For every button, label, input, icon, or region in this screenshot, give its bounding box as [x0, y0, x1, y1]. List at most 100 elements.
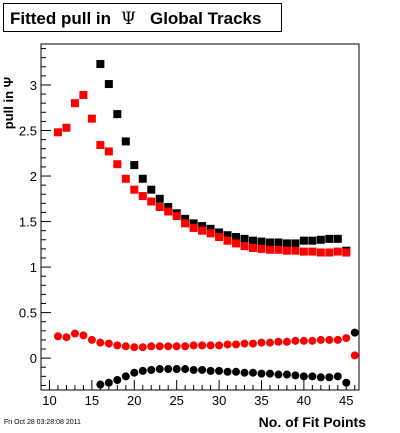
data-point	[282, 337, 291, 346]
data-point	[206, 229, 215, 238]
data-point	[299, 247, 308, 256]
data-point	[223, 367, 232, 376]
y-tick-label: 0	[30, 351, 37, 366]
data-point	[316, 373, 325, 382]
data-point	[79, 331, 88, 340]
chart-title-box: Fitted pull in Ψ Global Tracks	[3, 3, 282, 32]
data-point	[223, 340, 232, 349]
data-point	[164, 365, 173, 374]
data-point	[198, 341, 207, 350]
data-point	[316, 235, 325, 244]
data-point	[138, 192, 147, 201]
chart-title-prefix: Fitted pull in	[10, 9, 112, 28]
data-point	[147, 197, 156, 206]
data-point	[172, 342, 181, 351]
data-point	[138, 174, 147, 183]
data-point	[274, 370, 283, 379]
data-point	[274, 238, 283, 247]
data-point	[232, 340, 241, 349]
data-point	[87, 114, 96, 123]
data-point	[189, 223, 198, 232]
data-point	[206, 224, 215, 233]
data-point	[325, 234, 334, 243]
data-point	[198, 365, 207, 374]
data-point	[147, 365, 156, 374]
data-point	[265, 338, 274, 347]
data-point	[249, 236, 257, 245]
data-point	[53, 332, 62, 341]
data-point	[257, 244, 266, 253]
data-point	[104, 339, 113, 348]
data-point	[62, 123, 71, 132]
data-point	[308, 236, 317, 245]
data-point	[342, 378, 351, 387]
data-point	[87, 335, 96, 344]
y-tick-label: 2.5	[19, 124, 37, 139]
data-point	[113, 110, 122, 119]
data-point	[206, 366, 215, 375]
data-point	[181, 365, 190, 374]
data-point	[249, 339, 257, 348]
data-point	[104, 80, 113, 89]
data-point	[333, 234, 342, 243]
data-point	[325, 335, 334, 344]
y-tick-label: 2	[30, 169, 37, 184]
y-axis-label: pull in Ψ	[1, 77, 16, 129]
data-point	[291, 239, 300, 248]
data-point	[257, 369, 266, 378]
x-tick-label: 40	[297, 393, 311, 408]
data-point	[79, 90, 88, 99]
data-point	[223, 236, 232, 245]
chart-title-suffix: Global Tracks	[149, 9, 262, 28]
y-tick-label: 0.5	[19, 306, 37, 321]
data-point	[232, 233, 241, 242]
x-axis: 10 15 20 25 30 35 40 45	[40, 380, 356, 408]
data-point	[215, 341, 224, 350]
data-point	[155, 365, 164, 374]
data-point	[189, 219, 198, 228]
data-point	[164, 202, 173, 211]
data-point	[325, 373, 334, 382]
footer-timestamp: Fri Oct 28 03:28:08 2011	[4, 419, 81, 426]
data-point	[198, 226, 207, 235]
data-point	[291, 246, 300, 255]
data-point	[308, 372, 317, 381]
data-point	[96, 141, 105, 150]
data-point	[155, 194, 164, 203]
data-point	[265, 369, 274, 378]
x-tick-label: 25	[169, 393, 183, 408]
data-point	[147, 342, 156, 351]
data-point	[265, 245, 274, 254]
data-point	[138, 343, 147, 352]
data-point	[291, 371, 300, 380]
data-point	[70, 329, 79, 338]
data-point	[257, 338, 266, 347]
data-point	[282, 370, 291, 379]
data-point	[147, 185, 156, 194]
data-point	[215, 366, 224, 375]
data-point	[249, 243, 257, 252]
data-point	[189, 341, 198, 350]
data-point	[164, 207, 173, 216]
data-point	[113, 341, 122, 350]
chart-title-symbol: Ψ	[121, 9, 136, 29]
y-tick-label: 3	[30, 78, 37, 93]
x-tick-label: 30	[212, 393, 226, 408]
data-point	[113, 160, 122, 169]
data-point	[282, 246, 291, 255]
data-points	[53, 60, 359, 389]
data-point	[249, 368, 257, 377]
data-point	[240, 234, 249, 243]
data-point	[130, 343, 139, 352]
data-point	[164, 342, 173, 351]
data-point	[155, 202, 164, 211]
data-point	[342, 334, 351, 343]
data-point	[291, 336, 300, 345]
data-point	[198, 222, 207, 231]
data-point	[282, 239, 291, 248]
y-tick-label: 1.5	[19, 215, 37, 230]
data-point	[333, 335, 342, 344]
data-point	[130, 161, 139, 170]
data-point	[121, 342, 130, 351]
